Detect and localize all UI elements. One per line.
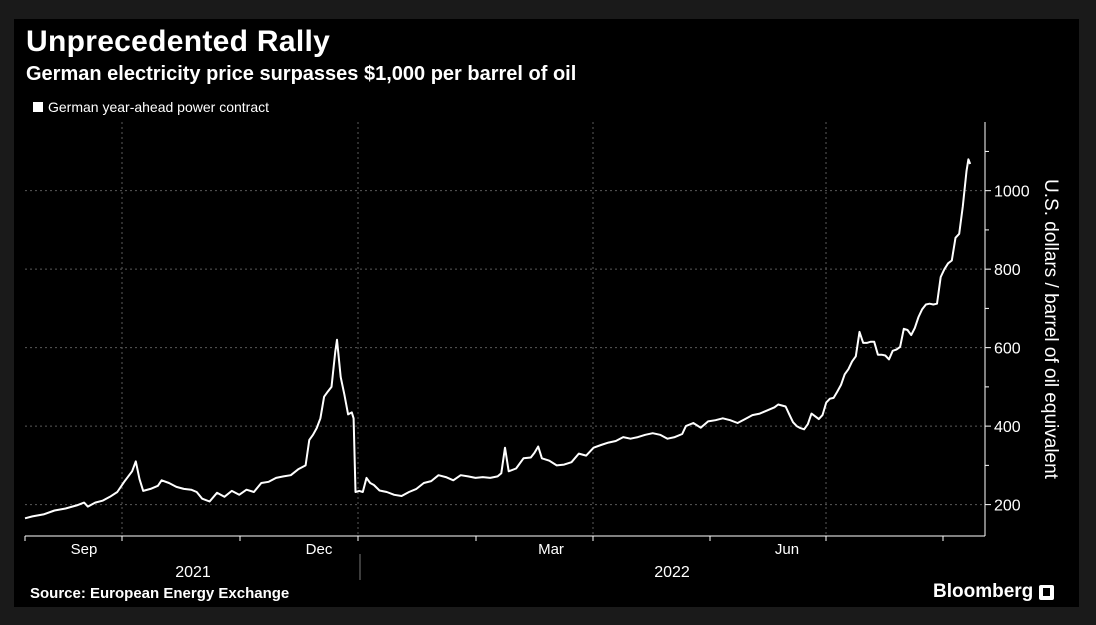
legend-label: German year-ahead power contract — [48, 99, 269, 115]
chart-subtitle: German electricity price surpasses $1,00… — [26, 63, 577, 85]
x-year-label: 2021 — [175, 564, 211, 581]
x-tick-label: Dec — [306, 541, 333, 558]
y-tick-label: 800 — [994, 262, 1021, 279]
legend: German year-ahead power contract — [33, 99, 269, 115]
chart-panel: Unprecedented Rally German electricity p… — [14, 19, 1079, 607]
x-tick-label: Jun — [775, 541, 799, 558]
source-note: Source: European Energy Exchange — [30, 585, 290, 602]
brand-name: Bloomberg — [933, 581, 1034, 602]
x-tick-label: Mar — [538, 541, 564, 558]
x-tick-label: Sep — [71, 541, 98, 558]
y-tick-label: 1000 — [994, 184, 1030, 201]
y-axis-title: U.S. dollars / barrel of oil equivalent — [1040, 179, 1061, 480]
y-tick-label: 200 — [994, 498, 1021, 515]
brand-logo: Bloomberg — [933, 581, 1055, 603]
y-tick-label: 600 — [994, 341, 1021, 358]
legend-swatch — [33, 102, 43, 112]
series-line-power-contract — [24, 158, 972, 520]
chart-title: Unprecedented Rally — [26, 25, 331, 58]
y-tick-label: 400 — [994, 419, 1021, 436]
bloomberg-icon — [1039, 584, 1055, 600]
x-year-label: 2022 — [654, 564, 690, 581]
